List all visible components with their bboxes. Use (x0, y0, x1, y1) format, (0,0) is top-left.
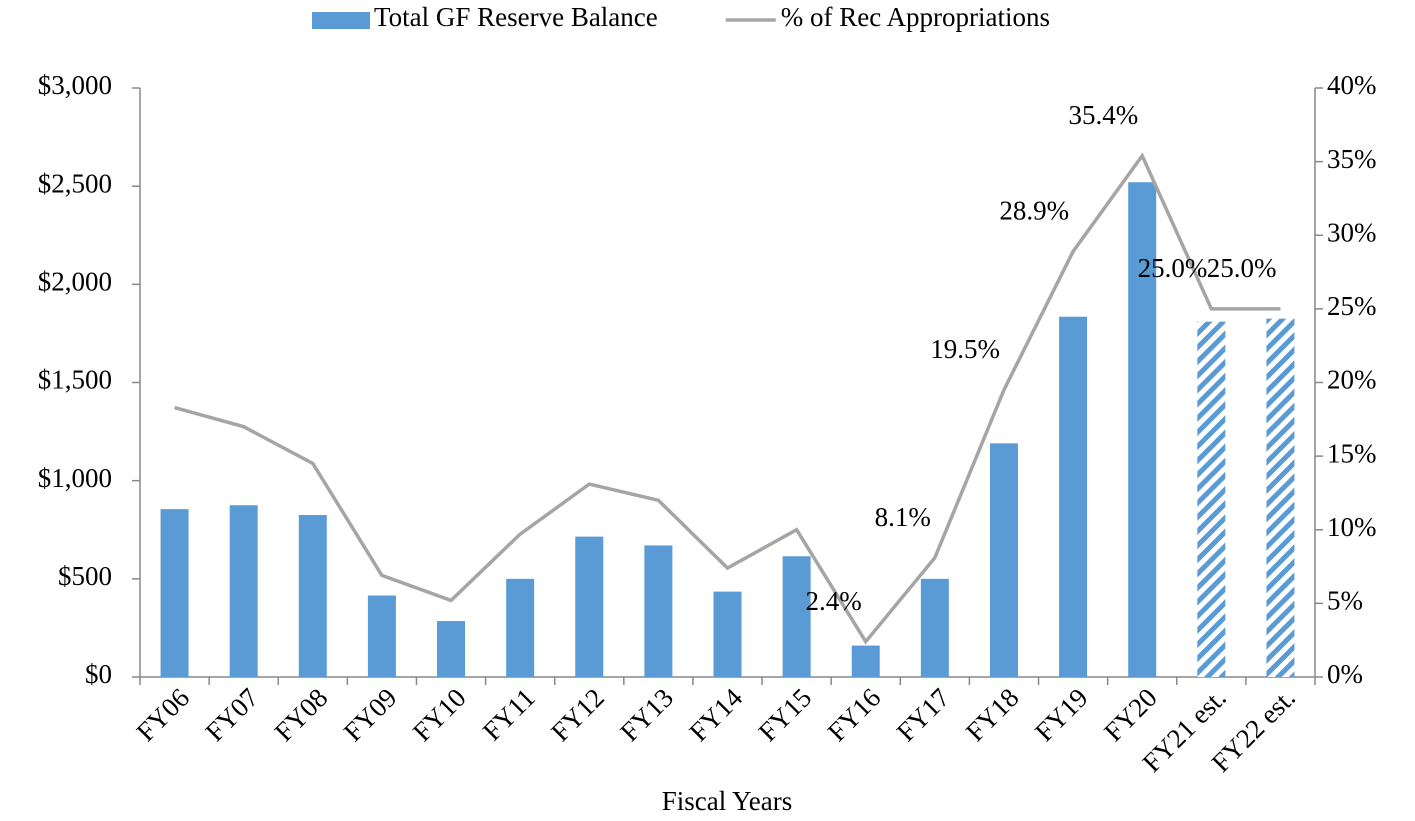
bar (575, 536, 604, 677)
y2-tick-label: 30% (1327, 217, 1377, 247)
y-tick-label: $3,000 (38, 70, 112, 100)
data-label: 25.0% (1207, 253, 1277, 283)
bar (298, 515, 327, 677)
y2-tick-label: 25% (1327, 291, 1377, 321)
data-label: 2.4% (805, 586, 861, 616)
x-tick-label: FY14 (683, 682, 748, 747)
data-label: 28.9% (999, 196, 1069, 226)
legend-swatch (312, 12, 370, 29)
x-tick-label: FY12 (545, 682, 610, 747)
y-tick-label: $0 (85, 659, 112, 689)
bar (1197, 321, 1226, 677)
y2-tick-label: 10% (1327, 512, 1377, 542)
x-tick-label: FY15 (753, 682, 818, 747)
y-tick-label: $1,000 (38, 463, 112, 493)
x-tick-label: FY16 (822, 682, 887, 747)
x-tick-label: FY19 (1029, 682, 1094, 747)
bar (1266, 318, 1295, 677)
legend-label: % of Rec Appropriations (781, 2, 1050, 32)
bar (782, 556, 811, 677)
y-tick-label: $1,500 (38, 365, 112, 395)
data-label: 19.5% (930, 334, 1000, 364)
bar (367, 595, 396, 677)
y2-tick-label: 15% (1327, 438, 1377, 468)
bar (1128, 182, 1157, 678)
y-tick-label: $2,000 (38, 267, 112, 297)
x-tick-label: FY07 (200, 682, 265, 747)
x-tick-label: FY17 (891, 682, 956, 747)
x-tick-label: FY18 (960, 682, 1025, 747)
y2-tick-label: 40% (1327, 70, 1377, 100)
bar (229, 505, 258, 677)
y-tick-label: $2,500 (38, 168, 112, 198)
bar (989, 443, 1018, 677)
x-axis-title: Fiscal Years (662, 786, 793, 816)
bar (713, 591, 742, 677)
x-tick-label: FY20 (1098, 682, 1163, 747)
y2-tick-label: 20% (1327, 365, 1377, 395)
bar (920, 578, 949, 677)
bar (437, 621, 466, 677)
x-tick-label: FY10 (407, 682, 472, 747)
x-tick-label: FY13 (614, 682, 679, 747)
y2-tick-label: 0% (1327, 659, 1363, 689)
y-tick-label: $500 (58, 561, 112, 591)
y2-tick-label: 35% (1327, 144, 1377, 174)
bar (160, 509, 189, 677)
data-label: 35.4% (1068, 100, 1138, 130)
data-label: 8.1% (875, 502, 931, 532)
data-label: 25.0% (1138, 253, 1208, 283)
y2-tick-label: 5% (1327, 586, 1363, 616)
legend-label: Total GF Reserve Balance (374, 2, 658, 32)
x-tick-label: FY09 (338, 682, 403, 747)
bar (851, 645, 880, 677)
bar (644, 545, 673, 677)
x-tick-label: FY06 (130, 682, 195, 747)
bar (506, 578, 535, 677)
bar (1059, 316, 1088, 677)
x-tick-label: FY08 (269, 682, 334, 747)
line (174, 152, 1281, 645)
x-tick-label: FY11 (477, 682, 541, 746)
